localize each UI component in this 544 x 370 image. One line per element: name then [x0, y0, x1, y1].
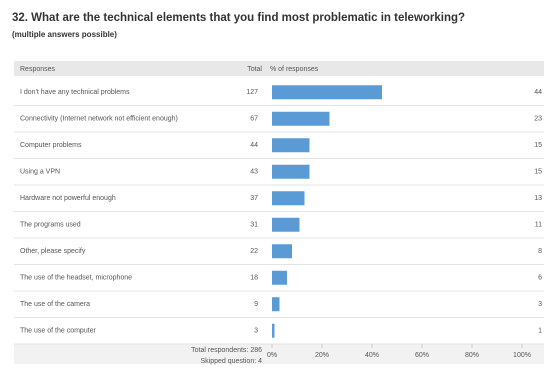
category-label: Hardware not powerful enough	[20, 195, 116, 202]
total-label: 31	[250, 222, 258, 229]
total-label: 18	[250, 275, 258, 282]
category-label: I don't have any technical problems	[20, 89, 130, 96]
bar	[272, 164, 310, 179]
value-label: 15	[534, 142, 542, 149]
total-label: 37	[250, 195, 258, 202]
x-tick-label: 40%	[365, 352, 379, 359]
footer-row	[14, 344, 544, 364]
total-label: 9	[254, 301, 258, 308]
category-label: Using a VPN	[20, 169, 60, 176]
total-label: 67	[250, 116, 258, 123]
total-label: 127	[246, 89, 258, 96]
total-label: 22	[250, 248, 258, 255]
bar	[272, 270, 287, 285]
bar	[272, 138, 310, 153]
category-label: Computer problems	[20, 142, 82, 149]
bar	[272, 297, 280, 312]
x-tick-label: 20%	[315, 352, 329, 359]
x-tick-label: 80%	[465, 352, 479, 359]
category-label: The use of the camera	[20, 301, 90, 308]
bar	[272, 111, 330, 126]
column-header: Responses	[20, 66, 56, 73]
value-label: 23	[534, 116, 542, 123]
header-row	[14, 61, 544, 76]
value-label: 13	[534, 195, 542, 202]
category-label: The programs used	[20, 222, 81, 229]
bar	[272, 217, 300, 232]
x-tick-label: 0%	[267, 352, 277, 359]
bar	[272, 244, 292, 259]
total-label: 44	[250, 142, 258, 149]
x-tick-label: 60%	[415, 352, 429, 359]
category-label: Connectivity (Internet network not effic…	[20, 116, 178, 123]
value-label: 6	[538, 275, 542, 282]
footer-text: Skipped question: 4	[201, 358, 263, 365]
value-label: 1	[538, 328, 542, 335]
value-label: 15	[534, 169, 542, 176]
category-label: The use of the headset, microphone	[20, 275, 132, 282]
column-header: % of responses	[270, 66, 319, 73]
bar	[272, 191, 305, 206]
value-label: 8	[538, 248, 542, 255]
column-header: Total	[247, 66, 262, 73]
footer-text: Total respondents: 286	[191, 347, 262, 354]
category-label: The use of the computer	[20, 328, 97, 335]
total-label: 3	[254, 328, 258, 335]
category-label: Other, please specify	[20, 248, 86, 255]
value-label: 44	[534, 89, 542, 96]
total-label: 43	[250, 169, 258, 176]
bar	[272, 85, 382, 100]
value-label: 11	[535, 222, 542, 229]
bar	[272, 323, 275, 338]
value-label: 3	[538, 301, 542, 308]
chart-subtitle: (multiple answers possible)	[12, 30, 117, 39]
chart-title: 32. What are the technical elements that…	[12, 12, 465, 24]
x-tick-label: 100%	[513, 352, 531, 359]
